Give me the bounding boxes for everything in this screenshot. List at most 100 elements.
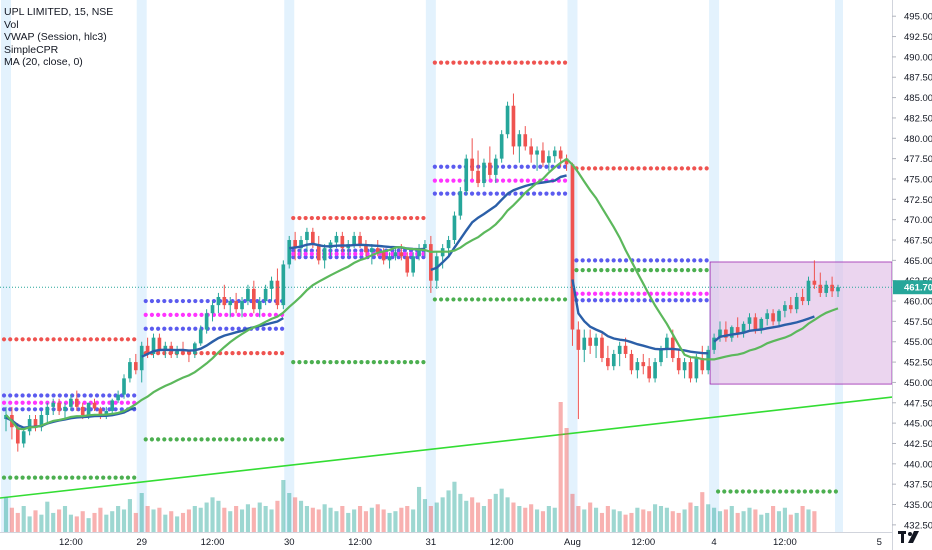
cpr-support <box>617 268 622 273</box>
cpr-bottom <box>692 298 697 303</box>
cpr-resistance <box>205 351 210 356</box>
candle-body <box>558 150 563 159</box>
candle-body <box>116 394 120 401</box>
cpr-resistance <box>580 166 585 171</box>
volume-bar <box>411 509 416 532</box>
volume-bar <box>670 511 675 532</box>
candle-body <box>464 158 469 192</box>
cpr-pivot <box>340 251 345 256</box>
cpr-pivot <box>519 178 524 183</box>
cpr-top <box>149 298 155 304</box>
candle-body <box>476 170 480 184</box>
candle-body <box>110 400 115 411</box>
cpr-resistance <box>630 166 635 171</box>
volume-bar <box>800 506 805 532</box>
volume-bar <box>381 509 386 532</box>
y-tick-label: 450.00 <box>904 378 932 389</box>
candle-body <box>405 256 410 273</box>
cpr-pivot <box>365 251 370 256</box>
candle-body <box>470 158 474 171</box>
tradingview-logo[interactable] <box>898 531 924 545</box>
volume-bar <box>753 509 758 532</box>
candle-body <box>617 345 622 354</box>
chart-legend: UPL LIMITED, 15, NSE Vol VWAP (Session, … <box>4 6 113 69</box>
cpr-pivot <box>180 312 186 317</box>
cpr-support <box>211 437 217 442</box>
vwap-line <box>571 279 709 355</box>
volume-bar <box>86 518 91 532</box>
cpr-top <box>673 258 678 263</box>
session-band <box>136 0 147 532</box>
volume-bar <box>517 506 522 532</box>
cpr-support <box>156 437 161 442</box>
x-tick-label: 12:00 <box>773 537 797 548</box>
cpr-support <box>623 268 629 273</box>
candle-body <box>594 337 598 346</box>
candle-body <box>187 351 191 354</box>
volume-bar <box>62 506 68 532</box>
cpr-support <box>654 268 660 273</box>
cpr-resistance <box>648 166 653 171</box>
cpr-top <box>580 258 585 263</box>
candle-body <box>800 296 805 302</box>
cpr-bottom <box>667 298 672 303</box>
cpr-top <box>125 393 131 398</box>
cpr-top <box>359 248 364 253</box>
cpr-resistance <box>623 166 629 171</box>
cpr-support <box>303 359 308 365</box>
cpr-resistance <box>57 337 62 342</box>
candle-body <box>529 146 533 155</box>
volume-bar <box>676 512 681 532</box>
cpr-support <box>562 297 568 302</box>
cpr-support <box>500 297 506 302</box>
cpr-support <box>685 268 691 273</box>
cpr-pivot <box>679 291 684 296</box>
cpr-resistance <box>273 351 279 356</box>
cpr-resistance <box>408 215 414 221</box>
volume-bar <box>139 493 144 532</box>
candle-body <box>729 327 734 338</box>
volume-bar <box>340 506 345 532</box>
volume-bar <box>588 502 593 532</box>
cpr-support <box>255 437 260 442</box>
y-tick-label: 440.00 <box>904 459 932 470</box>
cpr-support <box>457 297 462 302</box>
cpr-support <box>808 489 814 494</box>
cpr-support <box>365 359 370 365</box>
volume-bar <box>257 502 262 532</box>
volume-bar <box>776 511 782 532</box>
cpr-pivot <box>267 312 272 317</box>
cpr-resistance <box>88 337 93 342</box>
volume-bar <box>322 504 327 532</box>
candle-body <box>570 164 575 330</box>
cpr-bottom <box>149 326 155 331</box>
candle-body <box>15 427 20 444</box>
cpr-support <box>753 489 758 494</box>
cpr-pivot <box>113 400 118 405</box>
candle-body <box>794 296 799 310</box>
cpr-pivot <box>692 291 697 296</box>
cpr-pivot <box>236 312 241 317</box>
volume-bar <box>180 512 186 532</box>
volume-bar <box>33 510 38 532</box>
cpr-resistance <box>667 166 672 171</box>
candle-body <box>281 264 286 306</box>
y-tick-label: 467.50 <box>904 236 932 247</box>
y-tick-label: 480.00 <box>904 134 932 145</box>
cpr-bottom <box>26 407 31 412</box>
y-tick-label: 495.00 <box>904 12 932 23</box>
candle-body <box>387 256 392 261</box>
cpr-top <box>132 393 137 398</box>
cpr-support <box>580 268 585 273</box>
volume-bar <box>782 507 787 532</box>
x-tick-label: 12:00 <box>490 537 514 548</box>
cpr-top <box>692 258 697 263</box>
cpr-support <box>267 437 272 442</box>
cpr-resistance <box>396 215 401 221</box>
cpr-support <box>236 437 241 442</box>
cpr-resistance <box>224 351 229 356</box>
volume-bar <box>9 507 14 532</box>
cpr-pivot <box>513 178 518 183</box>
